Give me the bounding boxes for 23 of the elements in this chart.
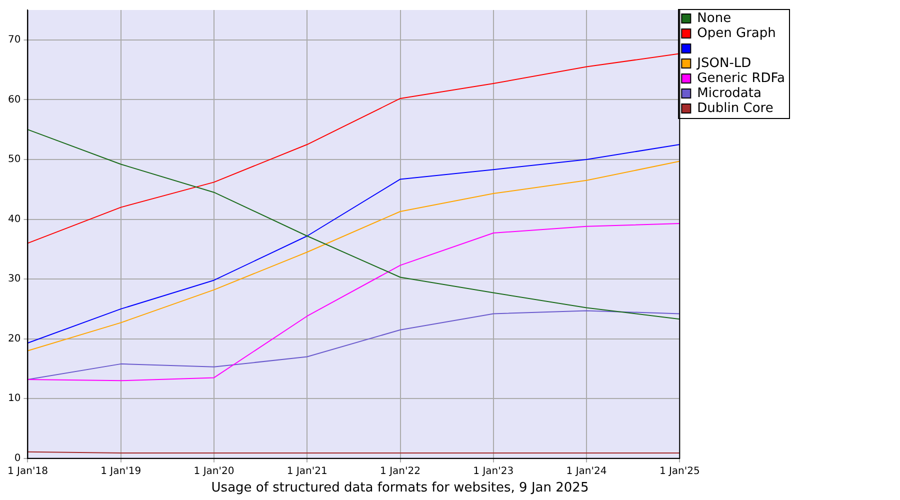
x-tick-label: 1 Jan'18: [8, 466, 48, 477]
legend-label: JSON-LD: [696, 56, 752, 71]
y-tick-label: 0: [14, 452, 21, 464]
y-tick-label: 30: [8, 274, 21, 285]
y-tick-label: 50: [8, 154, 21, 166]
x-tick-label: 1 Jan'25: [659, 466, 700, 477]
legend-label: None: [697, 10, 732, 26]
y-tick-label: 20: [8, 333, 21, 344]
x-tick-label: 1 Jan'24: [566, 466, 607, 477]
legend-label: Dublin Core: [697, 100, 774, 116]
legend-label: Open Graph: [697, 26, 776, 41]
x-tick-label: 1 Jan'20: [194, 466, 234, 477]
y-tick-label: 10: [8, 393, 21, 404]
x-tick-label: 1 Jan'23: [473, 466, 514, 477]
y-tick-label: 70: [8, 34, 21, 46]
x-tick-label: 1 Jan'21: [286, 466, 328, 477]
x-tick-label: 1 Jan'19: [100, 466, 142, 477]
text: Usage of structured data formats for websites, 9 Jan 2025: [211, 480, 589, 496]
y-tick-label: 60: [8, 94, 21, 106]
x-tick-label: 1 Jan'22: [380, 466, 420, 477]
legend-label: Microdata: [697, 86, 762, 101]
y-tick-label: 40: [8, 214, 21, 225]
legend-label: Generic RDFa: [697, 70, 786, 86]
